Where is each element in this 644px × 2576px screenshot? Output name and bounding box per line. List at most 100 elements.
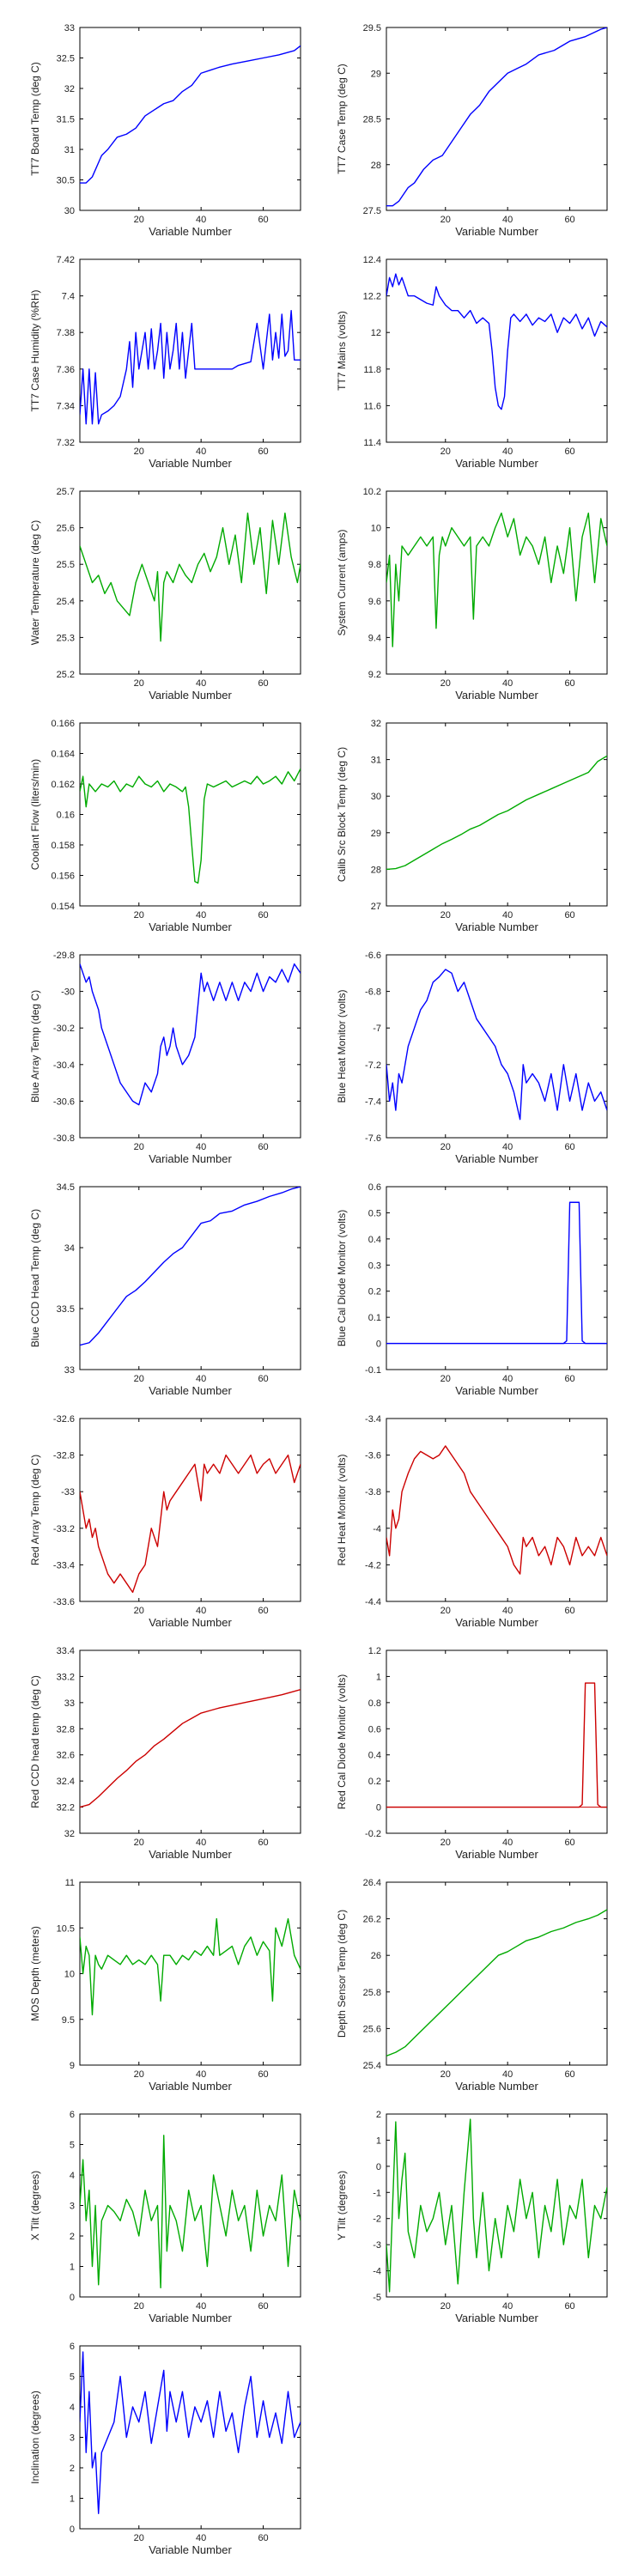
y-tick-label: 0.4 bbox=[368, 1751, 381, 1761]
plot-frame bbox=[79, 722, 301, 907]
y-tick-label: -3.8 bbox=[365, 1487, 381, 1498]
y-axis-label: TT7 Board Temp (deg C) bbox=[29, 62, 41, 176]
series-line bbox=[80, 1454, 301, 1594]
chart-panel: 0 1 2 3 4 5 6 20 40 60 Variable Number X Tilt (degr… bbox=[29, 2110, 301, 2324]
x-axis-label: Variable Number bbox=[455, 1384, 538, 1397]
y-tick-label: 9.4 bbox=[368, 633, 381, 643]
series-line bbox=[80, 309, 301, 425]
plot-frame bbox=[386, 27, 608, 211]
series-line bbox=[386, 2118, 607, 2293]
x-tick-label: 20 bbox=[440, 910, 451, 920]
y-tick-label: 0.6 bbox=[368, 1724, 381, 1735]
y-tick-label: 25.4 bbox=[363, 2061, 381, 2071]
y-tick-label: -4 bbox=[373, 2267, 381, 2277]
y-tick-label: 25.2 bbox=[57, 670, 75, 680]
y-tick-label: 34 bbox=[64, 1243, 75, 1254]
y-tick-label: 2 bbox=[70, 2232, 75, 2242]
x-tick-label: 60 bbox=[258, 1838, 268, 1848]
x-axis-label: Variable Number bbox=[455, 2080, 538, 2093]
y-tick-label: 7.38 bbox=[57, 328, 75, 338]
x-tick-label: 20 bbox=[134, 1838, 144, 1848]
plot-frame bbox=[386, 954, 608, 1139]
x-tick-label: 20 bbox=[134, 1606, 144, 1616]
y-axis-label: TT7 Mains (volts) bbox=[336, 311, 348, 391]
x-tick-label: 40 bbox=[196, 447, 206, 457]
x-tick-label: 60 bbox=[564, 447, 574, 457]
x-tick-label: 40 bbox=[196, 1838, 206, 1848]
chart-panel: -0.1 0 0.1 0.2 0.3 0.4 0.5 0.6 20 40 60 Variable Nu… bbox=[336, 1182, 608, 1397]
y-tick-label: 7.32 bbox=[57, 438, 75, 448]
y-tick-label: 27.5 bbox=[363, 206, 381, 216]
x-tick-label: 20 bbox=[134, 910, 144, 920]
y-tick-label: 0.8 bbox=[368, 1698, 381, 1709]
y-tick-label: 30.5 bbox=[57, 176, 75, 186]
plot-frame bbox=[79, 1186, 301, 1370]
chart-panel: 25.4 25.6 25.8 26 26.2 26.4 20 40 60 Variable Num… bbox=[336, 1878, 608, 2093]
y-tick-label: -32.8 bbox=[53, 1451, 75, 1461]
y-tick-label: -30 bbox=[61, 987, 75, 998]
x-tick-label: 40 bbox=[502, 678, 513, 689]
x-tick-label: 20 bbox=[134, 447, 144, 457]
x-tick-label: 20 bbox=[134, 1374, 144, 1384]
y-tick-label: 33.4 bbox=[57, 1646, 75, 1656]
plot-frame bbox=[386, 1186, 608, 1370]
y-tick-label: 2 bbox=[70, 2464, 75, 2474]
y-tick-label: 0.158 bbox=[51, 841, 75, 851]
y-tick-label: 3 bbox=[70, 2433, 75, 2444]
y-tick-label: -30.8 bbox=[53, 1133, 75, 1144]
y-tick-label: 32.5 bbox=[57, 54, 75, 64]
y-tick-label: 7.4 bbox=[62, 292, 75, 302]
y-tick-label: -32.6 bbox=[53, 1414, 75, 1425]
x-axis-label: Variable Number bbox=[149, 457, 232, 470]
plot-frame bbox=[79, 2113, 301, 2298]
x-tick-label: 20 bbox=[134, 2069, 144, 2080]
chart-panel: 9.2 9.4 9.6 9.8 10 10.2 20 40 60 Variable Number S… bbox=[336, 487, 608, 702]
y-axis-label: Y Tilt (degrees) bbox=[336, 2171, 348, 2240]
x-axis-label: Variable Number bbox=[149, 1848, 232, 1861]
x-tick-label: 60 bbox=[564, 910, 574, 920]
plot-frame bbox=[79, 1881, 301, 2066]
x-tick-label: 40 bbox=[502, 1606, 513, 1616]
series-line bbox=[80, 2351, 301, 2514]
y-tick-label: 11.8 bbox=[363, 365, 381, 375]
series-line bbox=[80, 1187, 301, 1346]
y-tick-label: 12.2 bbox=[363, 292, 381, 302]
y-axis-label: Red CCD head temp (deg C) bbox=[29, 1675, 41, 1808]
y-tick-label: 29 bbox=[371, 829, 381, 839]
series-line bbox=[386, 969, 607, 1121]
y-tick-label: 2 bbox=[376, 2110, 381, 2120]
y-tick-label: 32.8 bbox=[57, 1724, 75, 1735]
y-tick-label: -6.8 bbox=[365, 987, 381, 998]
y-tick-label: -7.6 bbox=[365, 1133, 381, 1144]
y-tick-label: 0.1 bbox=[368, 1313, 381, 1323]
chart-panel: 33 33.5 34 34.5 20 40 60 Variable Number Blue CC… bbox=[29, 1182, 301, 1397]
chart-panel: -4.4 -4.2 -4 -3.8 -3.6 -3.4 20 40 60 Variable Num… bbox=[336, 1414, 608, 1629]
plot-frame bbox=[386, 722, 608, 907]
x-axis-label: Variable Number bbox=[149, 225, 232, 238]
y-tick-label: -4.2 bbox=[365, 1560, 381, 1571]
y-tick-label: 33 bbox=[64, 23, 75, 33]
y-tick-label: 12 bbox=[371, 328, 381, 338]
y-tick-label: 6 bbox=[70, 2342, 75, 2352]
y-tick-label: 9.2 bbox=[368, 670, 381, 680]
y-axis-label: Red Cal Diode Monitor (volts) bbox=[336, 1674, 348, 1809]
chart-panel: 32 32.2 32.4 32.6 32.8 33 33.2 33.4 20 40 60 Variab… bbox=[29, 1646, 301, 1861]
chart-panel: 11.4 11.6 11.8 12 12.2 12.4 20 40 60 Variable Num… bbox=[336, 255, 608, 470]
x-tick-label: 40 bbox=[502, 215, 513, 225]
x-axis-label: Variable Number bbox=[149, 1152, 232, 1165]
x-tick-label: 60 bbox=[258, 1374, 268, 1384]
x-tick-label: 40 bbox=[196, 2533, 206, 2543]
y-tick-label: 25.4 bbox=[57, 597, 75, 607]
plot-frame bbox=[79, 1418, 301, 1602]
x-tick-label: 20 bbox=[440, 1838, 451, 1848]
chart-panel: 27.5 28 28.5 29 29.5 20 40 60 Variable Number TT7… bbox=[336, 23, 608, 238]
y-tick-label: 0.16 bbox=[57, 811, 75, 821]
y-tick-label: 31 bbox=[64, 145, 75, 155]
y-tick-label: -3 bbox=[373, 2240, 381, 2251]
y-tick-label: 32 bbox=[371, 719, 381, 729]
x-tick-label: 60 bbox=[564, 1142, 574, 1152]
y-tick-label: 0.3 bbox=[368, 1261, 381, 1271]
y-tick-label: 3 bbox=[70, 2202, 75, 2212]
plot-frame bbox=[386, 1881, 608, 2066]
y-tick-label: 33 bbox=[64, 1365, 75, 1376]
